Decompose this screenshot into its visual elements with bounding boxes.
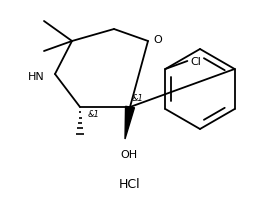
Text: OH: OH: [120, 149, 138, 159]
Polygon shape: [125, 107, 134, 139]
Text: O: O: [154, 35, 162, 45]
Text: Cl: Cl: [190, 57, 201, 67]
Text: HN: HN: [28, 72, 45, 82]
Text: HCl: HCl: [119, 178, 141, 191]
Text: &1: &1: [132, 94, 144, 102]
Text: &1: &1: [88, 110, 100, 118]
